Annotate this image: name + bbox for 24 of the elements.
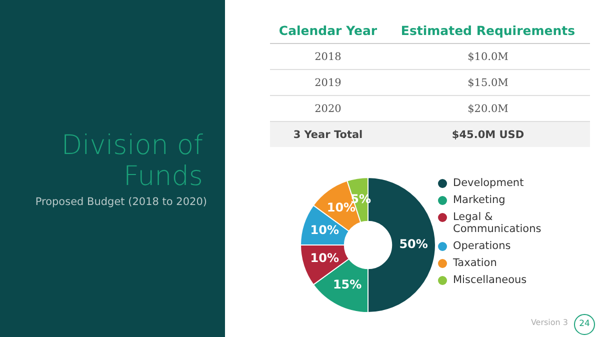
legend-label: Miscellaneous	[453, 274, 527, 286]
data-label: 15%	[332, 278, 362, 292]
text: $20.0M	[386, 96, 590, 122]
text: $10.0M	[386, 44, 590, 70]
data-label: 10%	[310, 251, 340, 266]
text: 2020	[270, 96, 386, 122]
data-label: 50%	[399, 237, 428, 252]
text: Estimated Requirements	[386, 18, 590, 44]
text: 24	[574, 314, 595, 335]
legend-label: Marketing	[453, 194, 506, 206]
legend-label: Legal & Communications	[453, 211, 542, 235]
text: Version 3	[530, 318, 568, 327]
text: 2019	[270, 70, 386, 96]
text: Proposed Budget (2018 to 2020)	[34, 196, 207, 208]
text: Calendar Year	[270, 18, 386, 44]
text: $15.0M	[386, 70, 590, 96]
text: 2018	[270, 44, 386, 70]
legend-label: Development	[453, 177, 524, 189]
text: $45.0M USD	[386, 122, 590, 147]
legend-label: Operations	[453, 240, 511, 252]
text: 3 Year Total	[270, 122, 386, 147]
legend-label: Taxation	[453, 257, 497, 269]
chart-title: Division of Funds	[60, 130, 203, 192]
data-label: 10%	[310, 223, 340, 238]
